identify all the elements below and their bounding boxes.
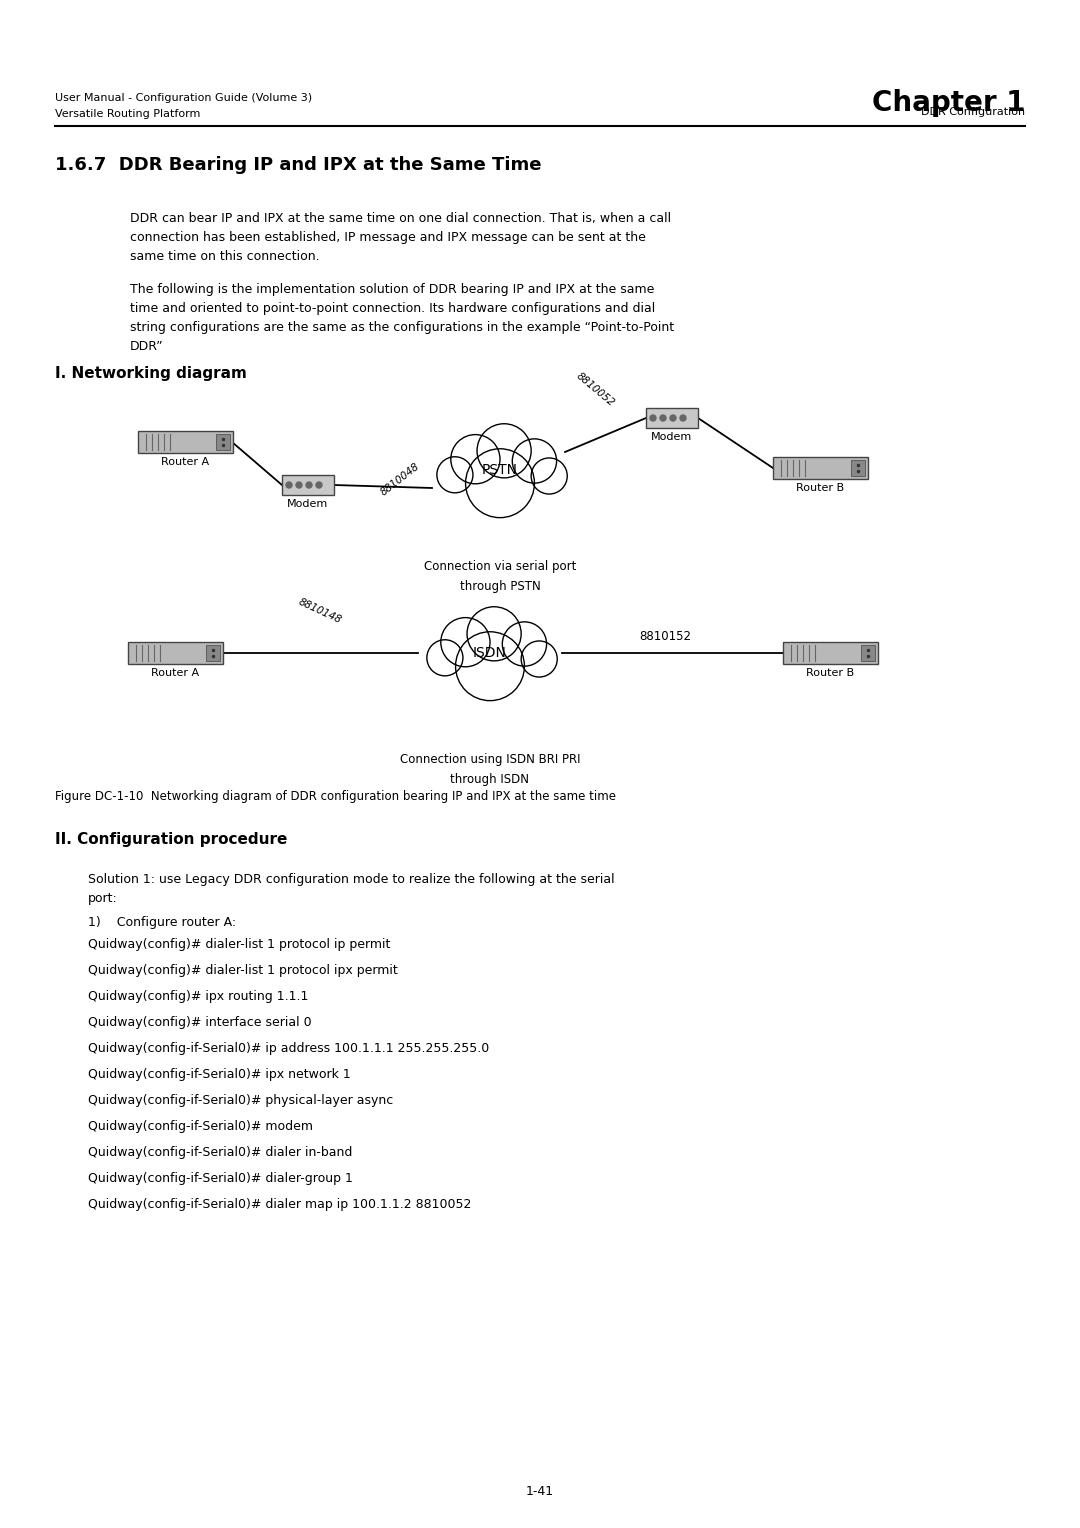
Text: 8810152: 8810152	[639, 630, 691, 643]
FancyBboxPatch shape	[646, 408, 698, 428]
Circle shape	[316, 481, 322, 487]
Text: Quidway(config-if-Serial0)# dialer-group 1: Quidway(config-if-Serial0)# dialer-group…	[87, 1172, 353, 1186]
Text: time and oriented to point-to-point connection. Its hardware configurations and : time and oriented to point-to-point conn…	[130, 303, 656, 315]
Text: Quidway(config)# dialer-list 1 protocol ipx permit: Quidway(config)# dialer-list 1 protocol …	[87, 964, 397, 976]
Circle shape	[502, 622, 546, 666]
Text: ISDN: ISDN	[473, 646, 507, 660]
Text: connection has been established, IP message and IPX message can be sent at the: connection has been established, IP mess…	[130, 231, 646, 244]
Circle shape	[450, 434, 500, 484]
Text: Quidway(config)# interface serial 0: Quidway(config)# interface serial 0	[87, 1016, 312, 1028]
Text: Quidway(config)# ipx routing 1.1.1: Quidway(config)# ipx routing 1.1.1	[87, 990, 309, 1002]
Text: Quidway(config-if-Serial0)# modem: Quidway(config-if-Serial0)# modem	[87, 1120, 313, 1132]
Text: Router A: Router A	[151, 668, 199, 678]
Text: II. Configuration procedure: II. Configuration procedure	[55, 833, 287, 847]
Circle shape	[296, 481, 302, 487]
Text: PSTN: PSTN	[482, 463, 518, 477]
Circle shape	[306, 481, 312, 487]
Circle shape	[286, 481, 292, 487]
Circle shape	[441, 617, 490, 666]
Text: Quidway(config-if-Serial0)# dialer map ip 100.1.1.2 8810052: Quidway(config-if-Serial0)# dialer map i…	[87, 1198, 471, 1212]
Circle shape	[465, 449, 535, 518]
Text: The following is the implementation solution of DDR bearing IP and IPX at the sa: The following is the implementation solu…	[130, 283, 654, 296]
Text: 1-41: 1-41	[526, 1485, 554, 1497]
Circle shape	[650, 416, 656, 422]
Text: Connection via serial port: Connection via serial port	[423, 559, 577, 573]
FancyBboxPatch shape	[127, 642, 222, 665]
Text: port:: port:	[87, 892, 118, 905]
Text: Router B: Router B	[806, 668, 854, 678]
FancyBboxPatch shape	[783, 642, 877, 665]
Text: Modem: Modem	[287, 500, 328, 509]
Text: Versatile Routing Platform: Versatile Routing Platform	[55, 108, 201, 119]
Circle shape	[531, 458, 567, 494]
Circle shape	[670, 416, 676, 422]
Text: Figure DC-1-10  Networking diagram of DDR configuration bearing IP and IPX at th: Figure DC-1-10 Networking diagram of DDR…	[55, 790, 616, 804]
Text: Quidway(config)# dialer-list 1 protocol ip permit: Quidway(config)# dialer-list 1 protocol …	[87, 938, 390, 950]
Text: DDR can bear IP and IPX at the same time on one dial connection. That is, when a: DDR can bear IP and IPX at the same time…	[130, 212, 671, 225]
Text: I. Networking diagram: I. Networking diagram	[55, 367, 247, 380]
FancyBboxPatch shape	[861, 645, 875, 662]
Text: DDR Configuration: DDR Configuration	[921, 107, 1025, 118]
Text: Router A: Router A	[161, 457, 210, 468]
Text: 8810048: 8810048	[379, 461, 421, 498]
FancyBboxPatch shape	[216, 434, 229, 451]
Text: Modem: Modem	[651, 432, 692, 442]
Text: Router B: Router B	[796, 483, 845, 494]
Circle shape	[660, 416, 666, 422]
Text: string configurations are the same as the configurations in the example “Point-t: string configurations are the same as th…	[130, 321, 674, 335]
FancyBboxPatch shape	[851, 460, 864, 477]
Circle shape	[456, 631, 525, 701]
Circle shape	[427, 640, 463, 675]
Text: through PSTN: through PSTN	[460, 581, 540, 593]
FancyBboxPatch shape	[772, 457, 867, 478]
Text: 8810052: 8810052	[575, 370, 616, 408]
Circle shape	[467, 607, 522, 660]
Text: 1.6.7  DDR Bearing IP and IPX at the Same Time: 1.6.7 DDR Bearing IP and IPX at the Same…	[55, 156, 541, 174]
Text: DDR”: DDR”	[130, 341, 164, 353]
Text: Solution 1: use Legacy DDR configuration mode to realize the following at the se: Solution 1: use Legacy DDR configuration…	[87, 872, 615, 886]
Circle shape	[680, 416, 686, 422]
Circle shape	[436, 457, 473, 494]
Text: Chapter 1: Chapter 1	[872, 89, 1025, 118]
Text: same time on this connection.: same time on this connection.	[130, 251, 320, 263]
FancyBboxPatch shape	[205, 645, 219, 662]
Circle shape	[512, 439, 556, 483]
Text: Connection using ISDN BRI PRI: Connection using ISDN BRI PRI	[400, 753, 580, 766]
Text: through ISDN: through ISDN	[450, 773, 529, 785]
FancyBboxPatch shape	[137, 431, 232, 452]
Text: Quidway(config-if-Serial0)# ipx network 1: Quidway(config-if-Serial0)# ipx network …	[87, 1068, 351, 1080]
Text: Quidway(config-if-Serial0)# ip address 100.1.1.1 255.255.255.0: Quidway(config-if-Serial0)# ip address 1…	[87, 1042, 489, 1054]
Circle shape	[522, 640, 557, 677]
Text: Quidway(config-if-Serial0)# physical-layer async: Quidway(config-if-Serial0)# physical-lay…	[87, 1094, 393, 1106]
FancyBboxPatch shape	[282, 475, 334, 495]
Text: User Manual - Configuration Guide (Volume 3): User Manual - Configuration Guide (Volum…	[55, 93, 312, 102]
Circle shape	[477, 423, 531, 478]
Text: 8810148: 8810148	[297, 596, 343, 625]
Text: Quidway(config-if-Serial0)# dialer in-band: Quidway(config-if-Serial0)# dialer in-ba…	[87, 1146, 352, 1160]
Text: 1)    Configure router A:: 1) Configure router A:	[87, 915, 237, 929]
